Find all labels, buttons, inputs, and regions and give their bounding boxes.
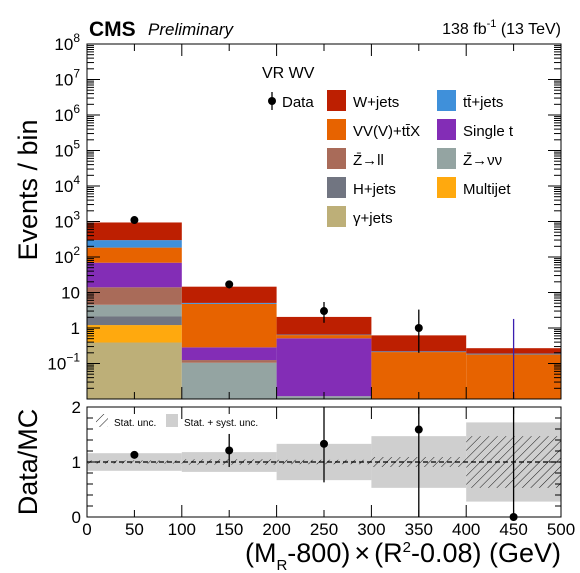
legend-z-swatch [437, 148, 456, 169]
y-tick-label: 102 [54, 244, 80, 267]
ratio-y-tick-label: 2 [72, 398, 81, 417]
x-tick-label: 150 [215, 520, 243, 539]
legend-stat-unc-swatch [96, 414, 108, 427]
ratio-point-1 [130, 450, 139, 459]
x-tick-label: 350 [405, 520, 433, 539]
data-point-4 [414, 324, 423, 332]
stat-band-bin-1 [87, 460, 182, 464]
y-tick-label: 107 [54, 67, 80, 90]
legend-data-marker [268, 97, 276, 105]
legend-stat-unc-label: Stat. unc. [114, 418, 156, 429]
experiment-label: CMS [89, 18, 136, 41]
bar-jets-bin-1 [87, 342, 182, 399]
legend-z-label: Z̄→νν [463, 152, 502, 169]
bar-z-ll-bin-2 [181, 360, 277, 363]
data-point-1 [130, 216, 139, 225]
legend-vv-v-tt-x-label: VV(V)+tt̄X [353, 123, 420, 140]
bar-tt-jets-bin-1 [87, 240, 182, 248]
y-axis-label: Events / bin [13, 119, 43, 260]
legend-tt-jets-swatch [437, 90, 456, 111]
x-tick-label: 50 [125, 520, 144, 539]
top-axes: 10−1 1 10 102 103 104 105 106 107 108 [47, 31, 562, 400]
bar-w-jets-bin-3 [276, 316, 372, 335]
y-tick-label: 1 [71, 319, 80, 338]
legend-h-jets-swatch [327, 177, 346, 198]
x-axis-label: (MR-800) × (R2-0.08) (GeV) [245, 538, 561, 573]
x-tick-label: 250 [310, 520, 338, 539]
x-tick-label: 300 [357, 520, 385, 539]
legend-jets-label: γ+jets [353, 210, 393, 227]
bar-vv-v-tt-x-bin-4 [371, 352, 467, 399]
bar-w-jets-bin-1 [87, 222, 182, 241]
bar-h-jets-bin-1 [87, 316, 182, 326]
bar-tt-jets-bin-2 [181, 302, 277, 304]
ratio-points [130, 407, 518, 521]
legend-single-t-label: Single t [463, 123, 514, 140]
legend-w-jets-swatch [327, 90, 346, 111]
x-tick-label: 500 [547, 520, 575, 539]
bar-vv-v-tt-x-bin-3 [276, 335, 372, 339]
bar-single-t-bin-2 [181, 347, 277, 361]
ratio-y-axis-label: Data/MC [13, 409, 43, 516]
y-tick-label: 106 [54, 102, 80, 125]
bar-z-bin-1 [87, 304, 182, 317]
x-tick-label: 400 [452, 520, 480, 539]
ratio-point-2 [225, 446, 234, 455]
x-tick-label: 200 [262, 520, 290, 539]
y-tick-label: 10−1 [47, 351, 80, 374]
x-tick-label: 0 [82, 520, 91, 539]
legend-tt-jets-label: tt̄+jets [463, 94, 503, 111]
y-tick-label: 108 [54, 31, 80, 54]
bar-vv-v-tt-x-bin-1 [87, 247, 182, 263]
ratio-y-tick-label: 1 [72, 453, 81, 472]
ratio-legend: Stat. unc. Stat. + syst. unc. [96, 414, 258, 429]
y-tick-label: 103 [54, 209, 80, 232]
bar-single-t-bin-1 [87, 262, 182, 288]
legend-multijet-swatch [437, 177, 456, 198]
ratio-point-3 [320, 439, 328, 448]
legend-multijet-label: Multijet [463, 181, 511, 198]
y-tick-label: 104 [54, 173, 80, 196]
x-tick-label: 450 [499, 520, 527, 539]
y-tick-label: 105 [54, 138, 80, 161]
data-points [130, 216, 515, 399]
bar-single-t-bin-3 [276, 338, 372, 397]
data-point-2 [225, 280, 234, 289]
legend-stat-syst-unc-label: Stat. + syst. unc. [184, 418, 258, 429]
ratio-axes: 0 50 100 150 200 250 300 350 400 450 500 0 1 2 [72, 398, 576, 539]
legend-jets-swatch [327, 206, 346, 227]
legend-stat-syst-unc-swatch [166, 414, 178, 427]
bar-z-ll-bin-1 [87, 287, 182, 305]
status-label: Preliminary [148, 20, 235, 39]
legend: Data W+jets tt̄+jets VV(V)+tt̄X Single t Z̄→l… [268, 90, 514, 227]
bar-vv-v-tt-x-bin-2 [181, 303, 277, 348]
legend-h-jets-label: H+jets [353, 181, 396, 198]
ratio-point-4 [414, 425, 423, 434]
y-tick-label: 10 [61, 284, 80, 303]
legend-vv-v-tt-x-swatch [327, 119, 346, 140]
legend-data-label: Data [282, 94, 314, 111]
data-point-3 [320, 307, 328, 316]
x-tick-label: 100 [168, 520, 196, 539]
region-label: VR WV [262, 65, 315, 82]
legend-z-ll-swatch [327, 148, 346, 169]
lumi-label: 138 fb-1 (13 TeV) [442, 18, 561, 38]
legend-single-t-swatch [437, 119, 456, 140]
bar-w-jets-bin-2 [181, 286, 277, 303]
ratio-y-tick-label: 0 [72, 508, 81, 527]
bar-multijet-bin-1 [87, 325, 182, 343]
legend-w-jets-label: W+jets [353, 94, 399, 111]
legend-z-ll-label: Z̄→ll [353, 152, 384, 169]
